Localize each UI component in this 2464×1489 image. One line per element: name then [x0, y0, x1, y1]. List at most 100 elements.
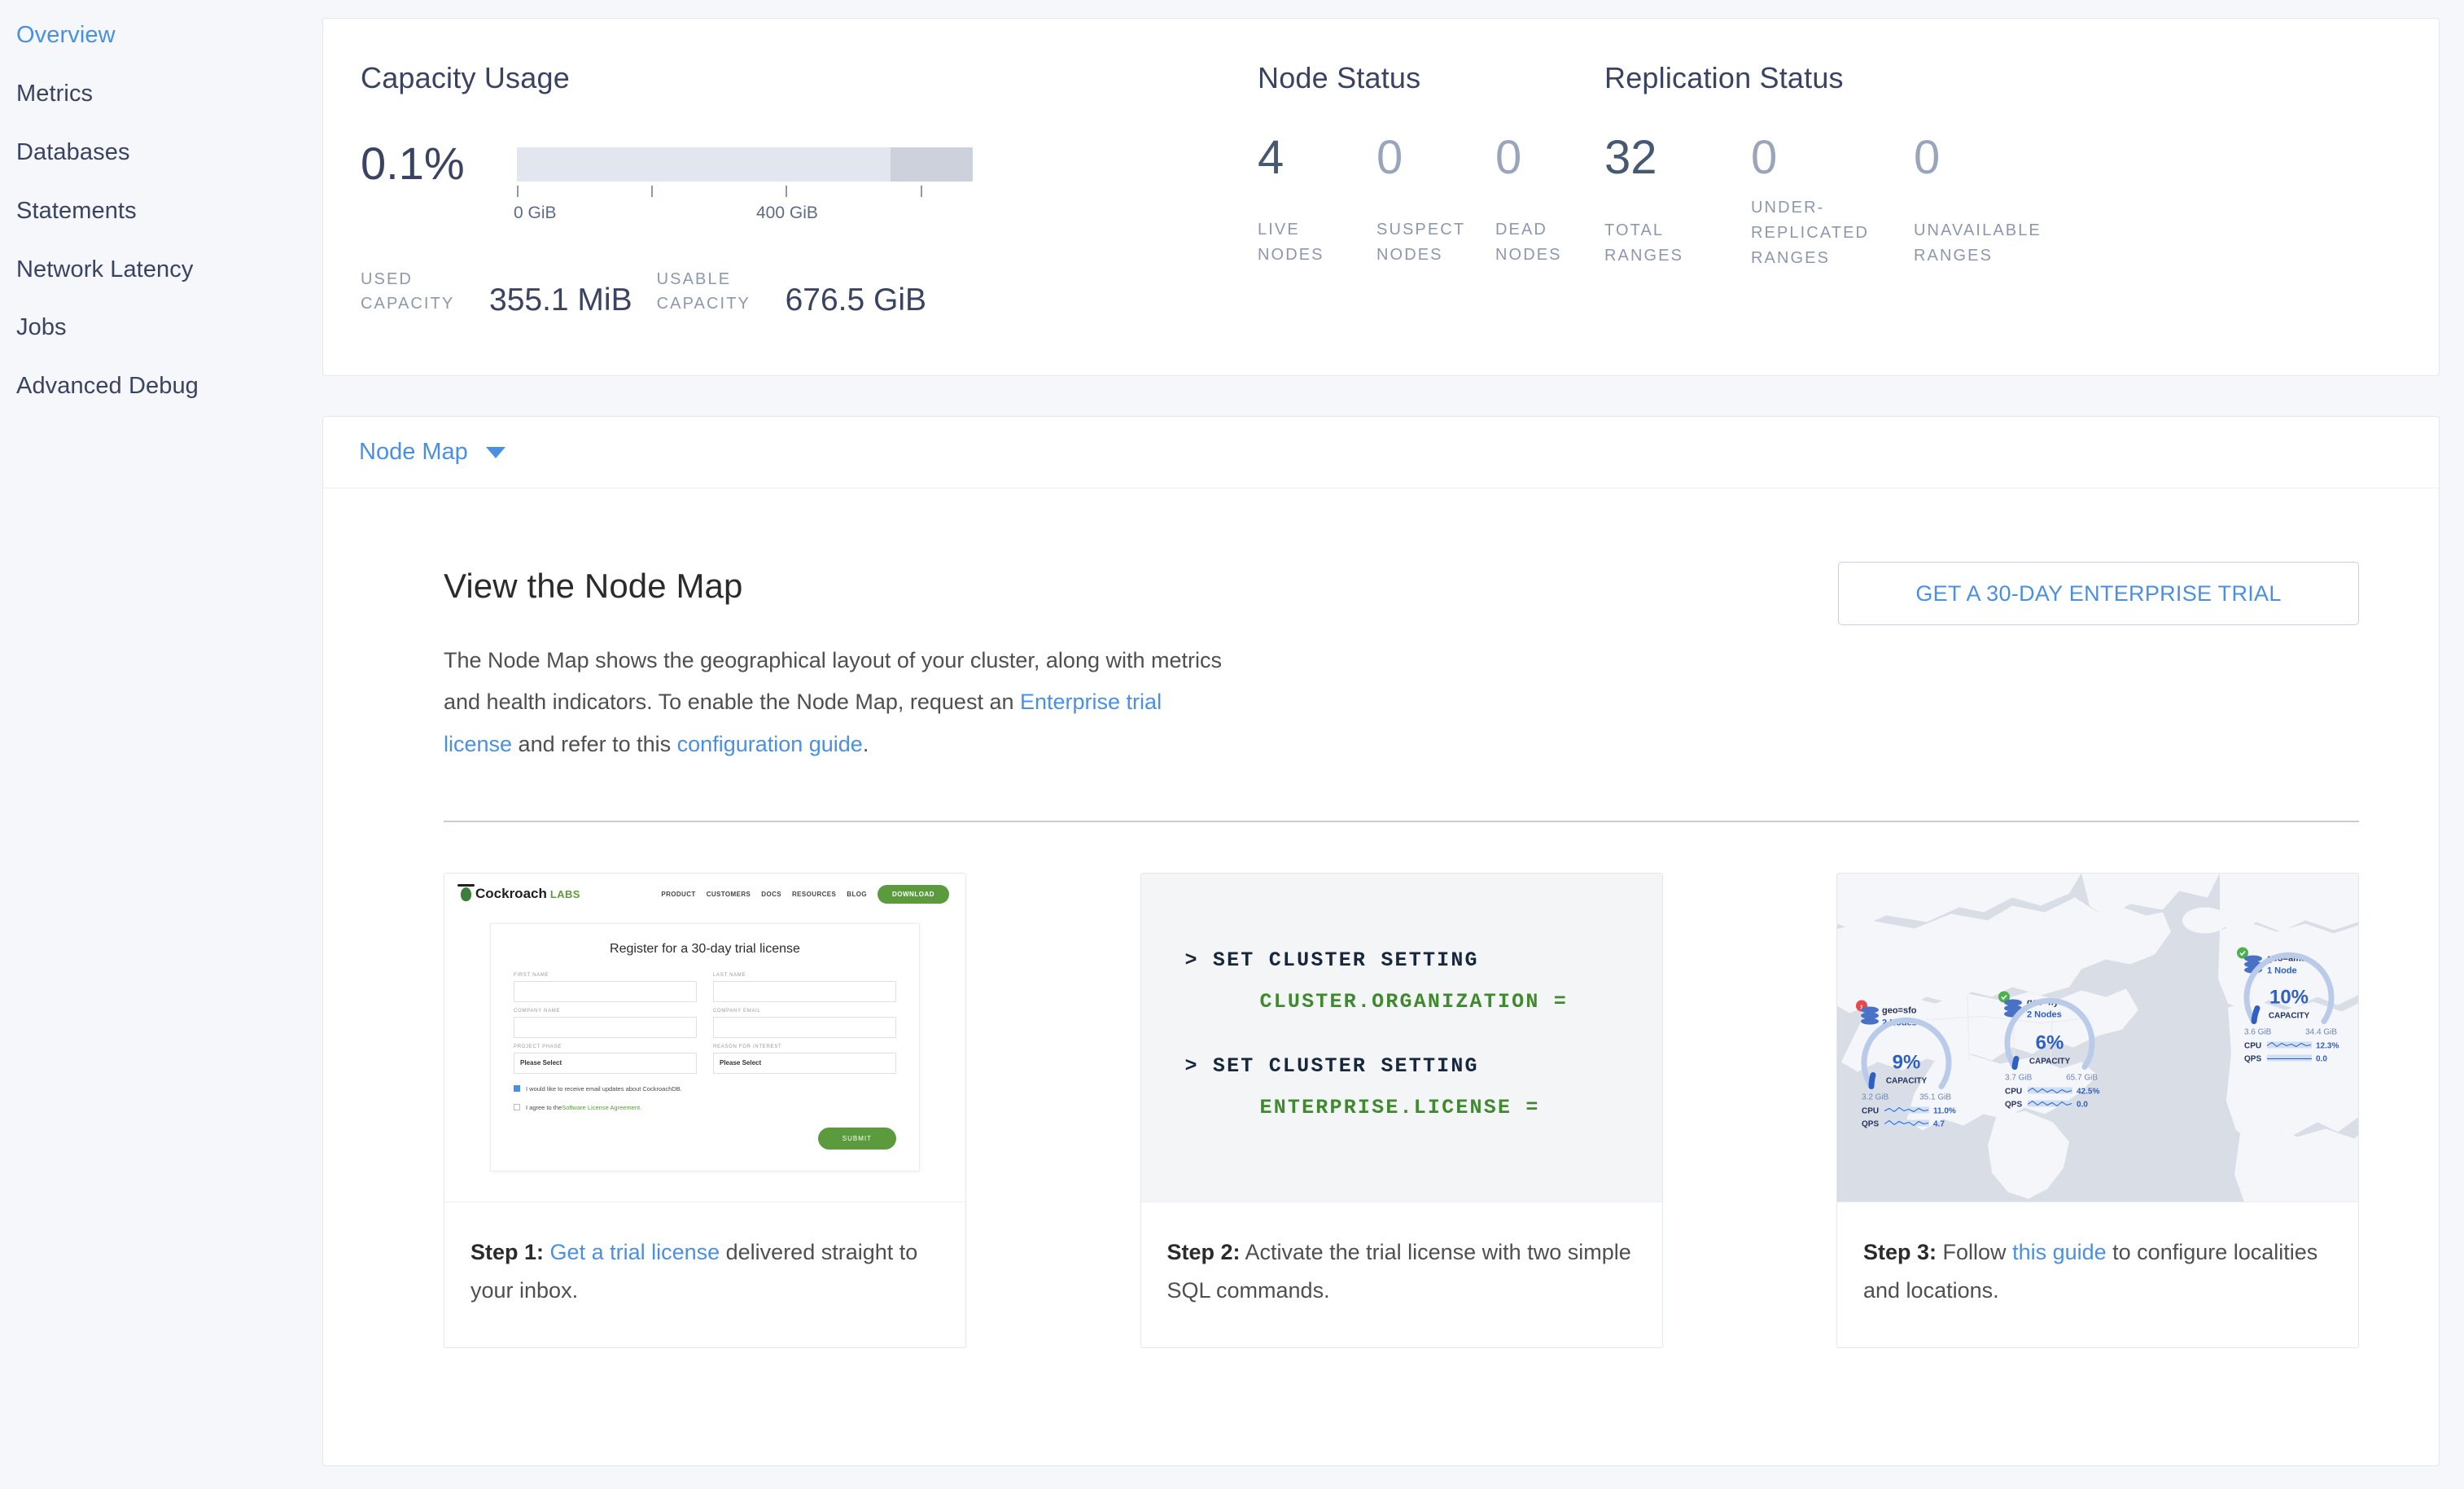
desc-text-1: The Node Map shows the geographical layo…	[444, 648, 1222, 715]
node-map-description: The Node Map shows the geographical layo…	[444, 640, 1225, 765]
svg-text:1: 1	[1860, 1005, 1863, 1010]
code-gap	[1185, 1014, 1662, 1054]
step-2-caption: Step 2: Activate the trial license with …	[1141, 1202, 1662, 1348]
capacity-usage-title: Capacity Usage	[361, 61, 570, 94]
suspect-nodes-label: SUSPECT NODES	[1376, 217, 1495, 268]
cl-field-input: Please Select	[713, 1052, 896, 1074]
sidebar-item-label: Overview	[16, 22, 116, 48]
svg-text:CAPACITY: CAPACITY	[2029, 1057, 2071, 1066]
unavailable-ranges-label-line1: UNAVAILABLE	[1914, 221, 2042, 239]
this-guide-link[interactable]: this guide	[2012, 1239, 2107, 1264]
get-enterprise-trial-button-label: GET A 30-DAY ENTERPRISE TRIAL	[1915, 580, 2282, 606]
sidebar-item-label: Advanced Debug	[16, 373, 199, 400]
usable-capacity-stat: USABLE CAPACITY 676.5 GiB	[657, 267, 926, 316]
cl-field-label: COMPANY NAME	[514, 1008, 561, 1014]
svg-text:CPU: CPU	[1862, 1106, 1879, 1115]
suspect-nodes-label-line1: SUSPECT	[1376, 221, 1466, 239]
tab-node-map[interactable]: Node Map	[359, 439, 505, 466]
cl-field-label: LAST NAME	[713, 972, 746, 978]
capacity-bar-track	[517, 147, 973, 182]
svg-text:42.5%: 42.5%	[2077, 1087, 2099, 1096]
cl-menu-docs: DOCS	[761, 890, 781, 898]
cl-checkbox-email-updates: I would like to receive email updates ab…	[514, 1085, 896, 1093]
live-nodes-value: 4	[1258, 131, 1285, 184]
step-2-rest: Activate the trial license with two simp…	[1166, 1239, 1631, 1303]
sidebar-item-label: Network Latency	[16, 256, 194, 282]
under-replicated-label-line1: UNDER-	[1751, 199, 1825, 217]
sidebar-item-databases[interactable]: Databases	[0, 124, 322, 182]
step-3-prefix: Step 3:	[1863, 1239, 1937, 1264]
configuration-guide-link[interactable]: configuration guide	[676, 731, 863, 756]
total-ranges-label-line2: RANGES	[1604, 247, 1684, 265]
cl-field-project-phase: PROJECT PHASE Please Select	[514, 1044, 697, 1074]
page-title: View the Node Map	[444, 567, 743, 605]
cl-field-label: REASON FOR INTEREST	[713, 1044, 782, 1049]
tab-node-map-label: Node Map	[359, 439, 468, 465]
live-nodes-label-line2: NODES	[1258, 246, 1324, 264]
capacity-axis-label-0: 0 GiB	[514, 204, 557, 222]
get-a-trial-license-link[interactable]: Get a trial license	[549, 1239, 720, 1264]
capacity-axis-label-1: 400 GiB	[756, 204, 818, 222]
node-status-labels: LIVE NODES SUSPECT NODES DEAD NODES	[1258, 217, 1562, 268]
unavailable-ranges-value: 0	[1914, 131, 1941, 184]
cockroach-icon	[457, 883, 475, 901]
cl-checkbox-label: I would like to receive email updates ab…	[526, 1084, 682, 1093]
capacity-percent-value: 0.1%	[361, 138, 465, 189]
get-enterprise-trial-button[interactable]: GET A 30-DAY ENTERPRISE TRIAL	[1838, 562, 2359, 625]
under-replicated-label-line2: REPLICATED	[1751, 224, 1870, 242]
step-3-caption: Step 3: Follow this guide to configure l…	[1837, 1202, 2358, 1348]
step-1-prefix: Step 1:	[470, 1239, 545, 1264]
svg-text:65.7 GiB: 65.7 GiB	[2066, 1073, 2098, 1082]
node-map-preview-image: 1 geo=sfo 2 Nodes 9% CAPACITY 3.2	[1837, 873, 2358, 1202]
svg-text:QPS: QPS	[1862, 1119, 1879, 1128]
capacity-tick-0	[517, 186, 519, 197]
svg-text:4.7: 4.7	[1933, 1119, 1945, 1128]
usable-capacity-value: 676.5 GiB	[785, 282, 927, 318]
dead-nodes-label-line2: NODES	[1495, 246, 1562, 264]
cl-menu-customers: CUSTOMERS	[706, 890, 751, 898]
replication-status-section: Replication Status 32 0 0 TOTAL RANGES U…	[1604, 61, 2337, 267]
cluster-summary-card: Capacity Usage 0.1% 0 GiB 400 G	[322, 18, 2440, 376]
step-3-rest: to configure localities and locations.	[1863, 1239, 2318, 1303]
cl-checkbox-license-agreement: I agree to the Software License Agreemen…	[514, 1104, 896, 1111]
sidebar-item-network-latency[interactable]: Network Latency	[0, 241, 322, 300]
cl-menu: PRODUCT CUSTOMERS DOCS RESOURCES BLOG DO…	[661, 884, 949, 904]
sidebar-item-advanced-debug[interactable]: Advanced Debug	[0, 357, 322, 416]
capacity-usage-section: Capacity Usage 0.1% 0 GiB 400 G	[361, 61, 1215, 316]
replication-status-labels: TOTAL RANGES UNDER- REPLICATED RANGES UN…	[1604, 195, 2042, 271]
sidebar-item-jobs[interactable]: Jobs	[0, 299, 322, 357]
dead-nodes-label: DEAD NODES	[1495, 217, 1562, 268]
cl-menu-product: PRODUCT	[661, 890, 696, 898]
used-capacity-label-line2: CAPACITY	[361, 295, 455, 313]
sidebar-item-overview[interactable]: Overview	[0, 7, 322, 65]
node-map-body: View the Node Map The Node Map shows the…	[323, 488, 2439, 1349]
cl-field-input	[514, 1016, 697, 1038]
cl-download-button: DOWNLOAD	[877, 884, 949, 904]
cockroach-labs-logo: Cockroach LABS	[457, 883, 580, 902]
cl-field-company-email: COMPANY EMAIL	[713, 1009, 896, 1038]
svg-text:0.0: 0.0	[2077, 1100, 2088, 1109]
desc-text-3: .	[862, 731, 869, 756]
used-capacity-stat: USED CAPACITY 355.1 MiB	[361, 267, 632, 316]
suspect-nodes-label-line2: NODES	[1376, 246, 1443, 264]
enterprise-trial-license-link[interactable]: Enterprise trial license	[444, 690, 1162, 756]
checkbox-icon	[514, 1085, 520, 1093]
sidebar-item-statements[interactable]: Statements	[0, 182, 322, 241]
capacity-tick-1	[651, 186, 654, 197]
used-capacity-label-line1: USED	[361, 270, 413, 288]
suspect-nodes-value: 0	[1376, 131, 1403, 184]
svg-text:3.7 GiB: 3.7 GiB	[2005, 1073, 2033, 1082]
cl-navbar: Cockroach LABS PRODUCT CUSTOMERS DOCS RE…	[457, 883, 949, 904]
cl-menu-blog: BLOG	[847, 890, 867, 898]
step-card-1: Cockroach LABS PRODUCT CUSTOMERS DOCS RE…	[444, 872, 966, 1349]
replication-status-title: Replication Status	[1604, 61, 1844, 94]
map-node-ams: geo=ams 1 Node 10% CAPACITY 3.6 GiB 34.4…	[2237, 947, 2339, 1063]
cl-field-reason-for-interest: REASON FOR INTEREST Please Select	[713, 1044, 896, 1074]
sidebar: Overview Metrics Databases Statements Ne…	[0, 0, 322, 1489]
sidebar-item-metrics[interactable]: Metrics	[0, 65, 322, 124]
chevron-down-icon[interactable]	[485, 446, 505, 458]
sql-commands-code-block: > SET CLUSTER SETTING CLUSTER.ORGANIZATI…	[1140, 873, 1662, 1202]
svg-text:1 Node: 1 Node	[2267, 966, 2297, 975]
svg-text:35.1 GiB: 35.1 GiB	[1919, 1093, 1951, 1101]
svg-text:CAPACITY: CAPACITY	[2269, 1011, 2310, 1020]
